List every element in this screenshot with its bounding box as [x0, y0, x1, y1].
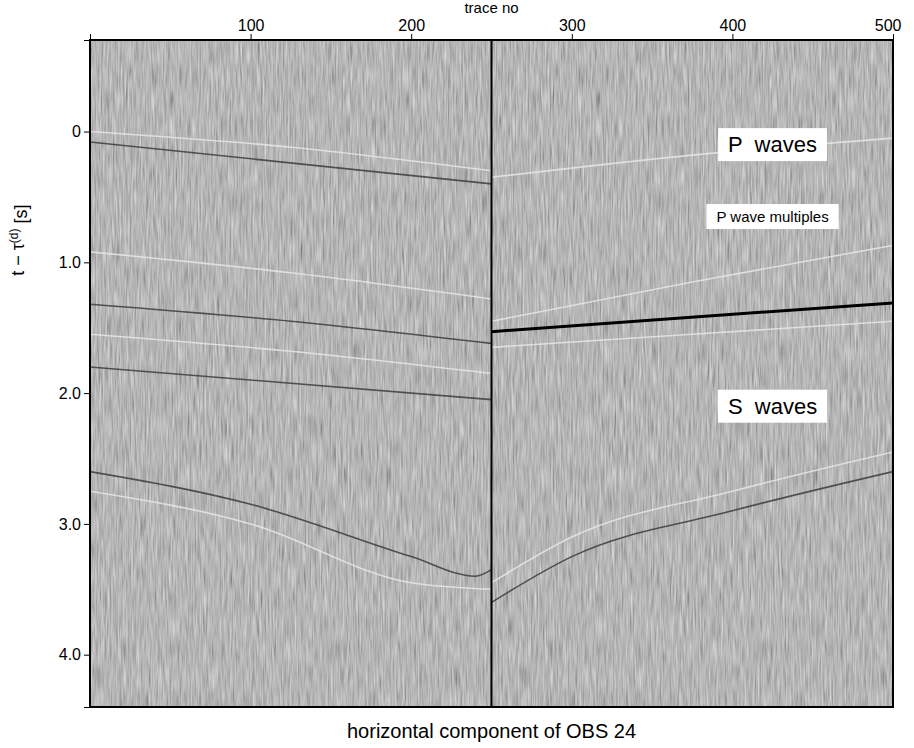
event-line	[90, 132, 492, 171]
y-tick-mark	[84, 393, 90, 394]
y-tick-label: 4.0	[59, 646, 81, 663]
x-tick-mark	[572, 34, 573, 40]
annotation-text: P waves	[728, 132, 817, 157]
annotation-text: P wave multiples	[716, 208, 828, 225]
divider	[491, 40, 493, 707]
background	[90, 40, 893, 707]
title: horizontal component of OBS 24	[347, 720, 636, 742]
x-tick-label: 500	[875, 17, 902, 34]
x-tick-mark	[893, 34, 894, 40]
annotation-box	[706, 204, 838, 229]
x-tick-mark	[251, 34, 252, 40]
x-tick-label: 400	[720, 17, 747, 34]
y-tick-mark	[84, 132, 90, 133]
event-line	[492, 303, 894, 332]
y-tick-label: 3.0	[59, 516, 81, 533]
event-line	[90, 367, 492, 400]
annotation: S waves	[718, 390, 827, 423]
y-tick: 2.0	[59, 385, 90, 402]
x-tick-mark	[411, 34, 412, 40]
y-tick: 4.0	[59, 646, 90, 663]
y-axis-line	[84, 41, 91, 708]
x-tick: 100	[238, 17, 265, 40]
frame	[90, 40, 893, 707]
x-axis: 100 200 300 400 500	[91, 17, 902, 41]
event-line	[492, 245, 894, 321]
annotation: P wave multiples	[706, 204, 838, 229]
x-axis-line	[91, 34, 894, 41]
event-line	[492, 472, 894, 603]
annotation-text: S waves	[728, 394, 817, 419]
y-tick-label: 0	[72, 123, 81, 140]
annotation-box	[718, 390, 827, 423]
event-line	[492, 138, 894, 177]
noise-texture	[90, 40, 893, 707]
y-tick-mark	[84, 262, 90, 263]
annotation-box	[718, 128, 827, 161]
plot: P waves P wave multiples S waves 100 200 300 4…	[59, 17, 902, 708]
event-line	[90, 142, 492, 184]
x-tick-label: 200	[398, 17, 425, 34]
event-line	[90, 472, 492, 577]
y-tick-mark	[84, 655, 90, 656]
x-tick-mark	[732, 34, 733, 40]
y-axis-title: t − τ(d) [s]	[7, 204, 31, 275]
plot-area	[90, 40, 893, 707]
x-tick-label: 100	[238, 17, 265, 34]
x-tick: 500	[875, 17, 902, 40]
y-tick: 3.0	[59, 516, 90, 533]
y-tick: 0	[72, 123, 90, 140]
chart: P waves P wave multiples S waves 100 200 300 4…	[0, 0, 914, 748]
event-line	[90, 252, 492, 299]
annotation: P waves	[718, 128, 827, 161]
x-tick: 300	[559, 17, 586, 40]
y-axis: 0 1.0 2.0 3.0 4.0	[59, 41, 91, 708]
y-tick-label: 2.0	[59, 385, 81, 402]
x-axis-title: trace no	[464, 0, 518, 16]
x-tick: 200	[398, 17, 425, 40]
y-tick: 1.0	[59, 254, 90, 271]
event-line	[492, 452, 894, 583]
event-line	[492, 321, 894, 347]
x-tick-label: 300	[559, 17, 586, 34]
event-line	[90, 304, 492, 343]
x-tick: 400	[720, 17, 747, 40]
event-line	[90, 334, 492, 373]
event-line	[90, 491, 492, 589]
y-tick-label: 1.0	[59, 254, 81, 271]
y-tick-mark	[84, 524, 90, 525]
